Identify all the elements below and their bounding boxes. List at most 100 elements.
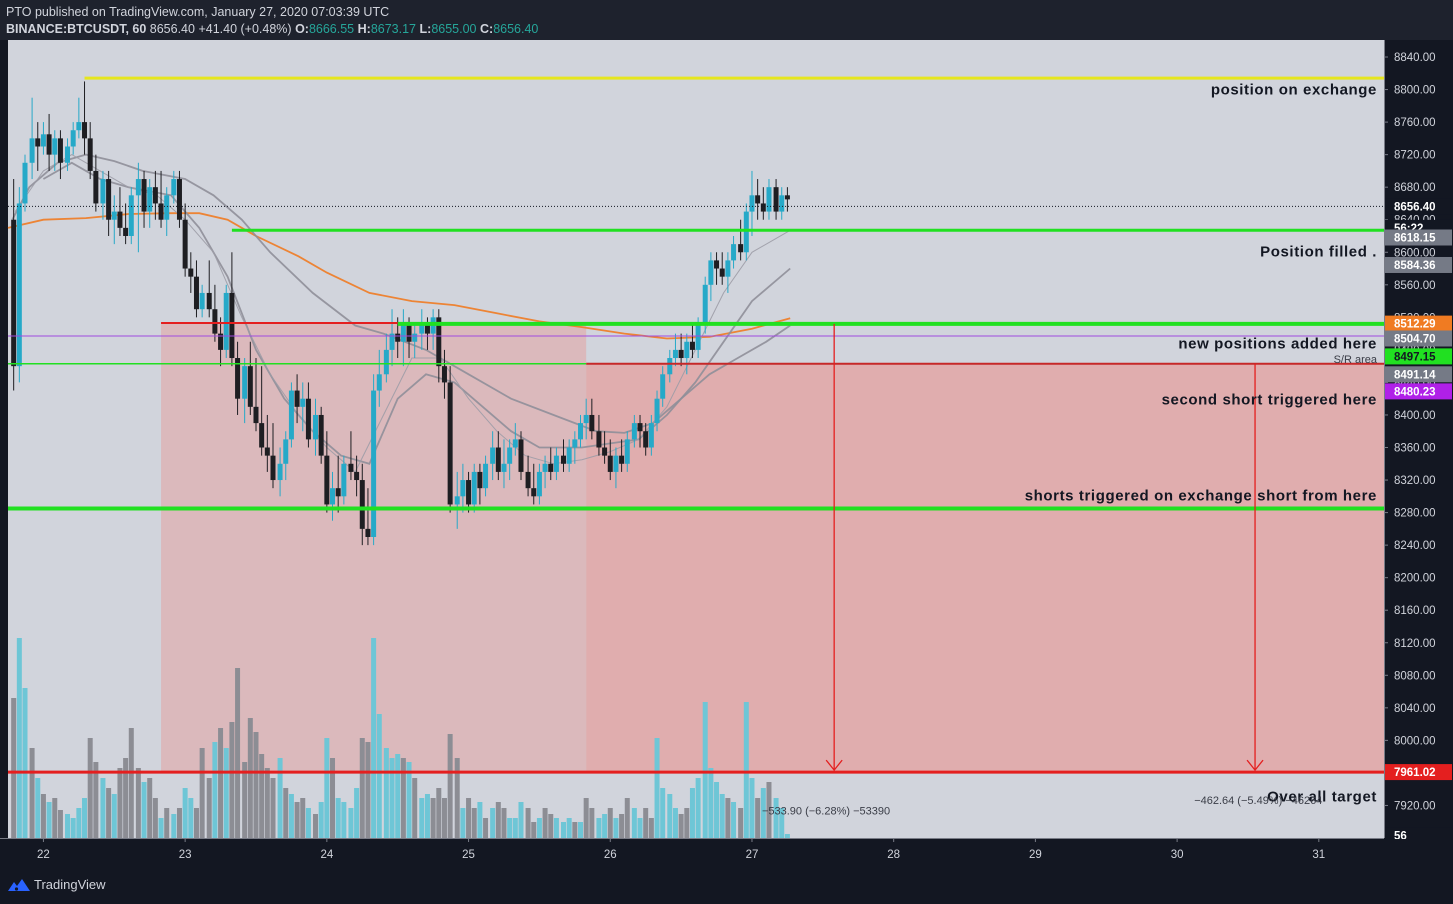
price-badge-label: 8504.70 [1394,333,1436,345]
candle-body [719,268,725,277]
candle-body [531,488,537,497]
candle-body [270,455,276,481]
candle-body [135,179,141,196]
volume-bar [548,814,554,838]
time-tick-label: 31 [1312,849,1325,861]
tradingview-logo-icon[interactable] [8,879,30,891]
candle-body [11,219,17,367]
candle-body [684,341,690,359]
candle-body [643,431,649,448]
price-badge [1385,330,1452,347]
candle-body [708,260,714,285]
volume-bar [766,782,772,838]
volume-bar [359,738,365,838]
volume-bar [300,798,306,838]
high-label: H: [357,22,371,36]
price-tick-label: 8240.00 [1394,540,1436,552]
short-zone-2 [586,363,1384,773]
chart-header: PTO published on TradingView.com, Januar… [0,0,1453,40]
candle-body [35,138,41,147]
annotation-label: shorts triggered on exchange short from … [1025,488,1377,505]
candle-body [678,349,684,359]
candle-body [725,260,731,277]
volume-bar [531,822,537,838]
volume-bar [229,722,235,838]
volume-bar [607,808,613,838]
candle-body [466,480,472,505]
candle-body [631,423,637,440]
volume-bar [40,794,46,838]
price-badge-label: 8656.40 [1394,201,1436,213]
volume-bar [188,798,194,838]
time-tick-label: 28 [887,849,900,861]
small-label: −533.90 (−6.28%) −53390 [762,805,890,817]
volume-bar [578,822,584,838]
volume-bar [171,814,177,838]
candle-body [128,195,134,236]
time-tick-label: 24 [320,849,333,861]
axis-corner [1384,839,1453,866]
time-tick-label: 27 [746,849,759,861]
candle-body [613,455,619,472]
volume-bar [725,798,731,838]
volume-bar [779,808,785,838]
price-tick-label: 8280.00 [1394,508,1436,520]
volume-bar [123,758,129,838]
volume-bar [689,788,695,838]
candle-body [235,358,241,399]
candle-body [648,423,654,448]
footer-bar [0,866,1453,904]
low-value: 8655.00 [431,22,477,36]
candle-body [29,138,35,163]
volume-bar [784,834,790,838]
volume-bar [643,808,649,838]
candle-body [376,374,382,391]
volume-bar [288,794,294,838]
symbol-label[interactable]: BINANCE:BTCUSDT, 60 [6,22,147,36]
volume-bar [218,728,224,838]
low-label: L: [419,22,432,36]
volume-bar [152,798,158,838]
volume-bar [572,822,578,838]
candle-body [212,309,218,334]
candle-body [40,134,46,147]
candle-body [714,260,720,269]
volume-bar [602,814,608,838]
volume-bar [773,798,779,838]
candle-body [779,195,785,212]
volume-bar [242,762,248,838]
volume-bar [93,762,99,838]
close-label: C: [479,22,494,36]
candle-body [182,219,188,269]
volume-bar [738,808,744,838]
candle-body [395,333,401,342]
candle-body [518,439,524,472]
target-arrowhead-2 [1246,759,1264,772]
candle-body [667,358,673,375]
small-label: S/R area [1334,354,1378,366]
candle-body [218,333,224,350]
price-badge [1385,383,1452,400]
candle-body [164,195,170,220]
candle-body [572,439,578,448]
candle-body [477,471,483,489]
candle-body [176,179,182,220]
volume-bar [695,778,701,838]
candle-body [766,187,772,212]
candle-body [57,138,63,163]
volume-bar [648,818,654,838]
candle-body [501,463,507,472]
candle-body [277,463,283,481]
price-chart[interactable]: position on exchange Position filled . new… [0,40,1453,866]
volume-bar [128,728,134,838]
candle-body [123,227,129,236]
candle-body [348,463,354,472]
volume-bar [294,802,300,838]
volume-bar [542,808,548,838]
tradingview-brand[interactable]: TradingView [34,877,106,892]
candle-body [672,349,678,359]
volume-bar [441,798,447,838]
candle-body [93,170,99,204]
price-tick-label: 8600.00 [1394,247,1436,259]
candle-body [689,341,695,350]
